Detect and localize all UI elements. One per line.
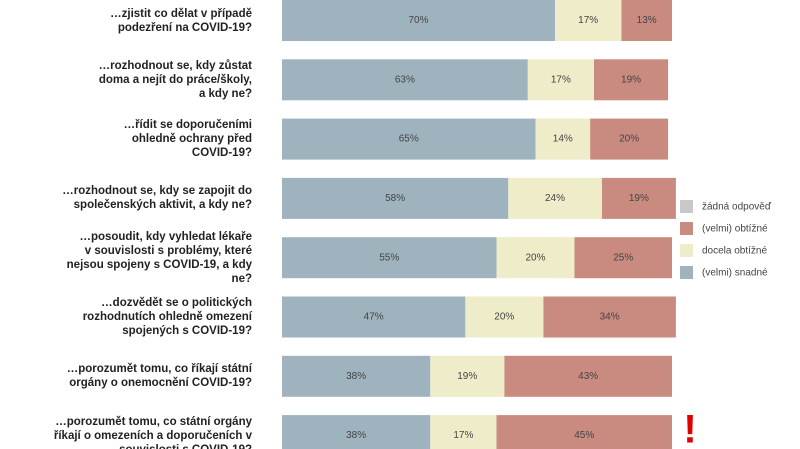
bar-segment	[430, 355, 505, 397]
bar-segment	[282, 0, 555, 41]
legend-swatch	[680, 222, 693, 235]
value-label: 17%	[453, 430, 473, 441]
value-label: 19%	[621, 74, 641, 85]
value-label: 43%	[578, 371, 598, 382]
bar-segment	[282, 355, 431, 397]
bar-segment	[508, 177, 602, 219]
bar-segment	[621, 0, 672, 41]
legend-label: (velmi) snadné	[702, 268, 768, 279]
value-label: 13%	[637, 15, 657, 26]
value-label: 19%	[457, 371, 477, 382]
bar-segment	[496, 415, 672, 449]
value-label: 38%	[346, 371, 366, 382]
legend-label: (velmi) obtížné	[702, 224, 768, 235]
category-label: …dozvědět se o politických rozhodnutích …	[82, 297, 252, 337]
value-label: 45%	[574, 430, 594, 441]
bar-segment	[430, 415, 497, 449]
category-label: …porozumět tomu, co říkají státní orgány…	[66, 363, 252, 390]
category-label: …rozhodnout se, kdy se zapojit do společ…	[62, 185, 252, 212]
category-label: …porozumět tomu, co státní orgány říkají…	[53, 415, 252, 449]
bar-segment	[574, 237, 672, 279]
bar-segment	[527, 59, 594, 101]
bar-segment	[504, 355, 672, 397]
category-label: …zjistit co dělat v případě podezření na…	[110, 7, 252, 34]
value-label: 65%	[399, 134, 419, 145]
bar-segment	[282, 59, 528, 101]
legend-swatch	[680, 244, 693, 257]
bar-segment	[543, 296, 676, 338]
annotation: !	[683, 408, 696, 449]
bar-segment	[282, 237, 497, 279]
legend-label: žádná odpověď	[702, 202, 772, 213]
bar-segment	[555, 0, 622, 41]
category-label: …řídit se doporučeními ohledně ochrany p…	[123, 119, 252, 160]
bar-segment	[590, 118, 669, 160]
bar-segment	[594, 59, 669, 101]
bar-segment	[282, 415, 431, 449]
value-label: 55%	[379, 252, 399, 263]
category-label: …posoudit, kdy vyhledat lékaře v souvisl…	[66, 230, 252, 285]
bar-segment	[282, 296, 466, 338]
value-label: 14%	[553, 134, 573, 145]
bar-segment	[601, 177, 676, 219]
value-label: 17%	[578, 15, 598, 26]
value-label: 25%	[613, 252, 633, 263]
value-label: 63%	[395, 74, 415, 85]
value-label: 20%	[525, 252, 545, 263]
bar-segment	[282, 118, 536, 160]
legend-label: docela obtížné	[702, 246, 767, 257]
value-label: 17%	[551, 74, 571, 85]
bar-segment	[496, 237, 575, 279]
value-label: 34%	[600, 312, 620, 323]
value-label: 47%	[364, 312, 384, 323]
legend-swatch	[680, 200, 693, 213]
value-label: 70%	[408, 15, 428, 26]
value-label: 20%	[619, 134, 639, 145]
value-label: 19%	[629, 193, 649, 204]
value-label: 20%	[494, 312, 514, 323]
bar-segment	[465, 296, 544, 338]
bar-segment	[282, 177, 509, 219]
value-label: 38%	[346, 430, 366, 441]
bar-segment	[535, 118, 591, 160]
legend-swatch	[680, 266, 693, 279]
value-label: 58%	[385, 193, 405, 204]
value-label: 24%	[545, 193, 565, 204]
category-label: …rozhodnout se, kdy zůstat doma a nejít …	[98, 59, 252, 100]
